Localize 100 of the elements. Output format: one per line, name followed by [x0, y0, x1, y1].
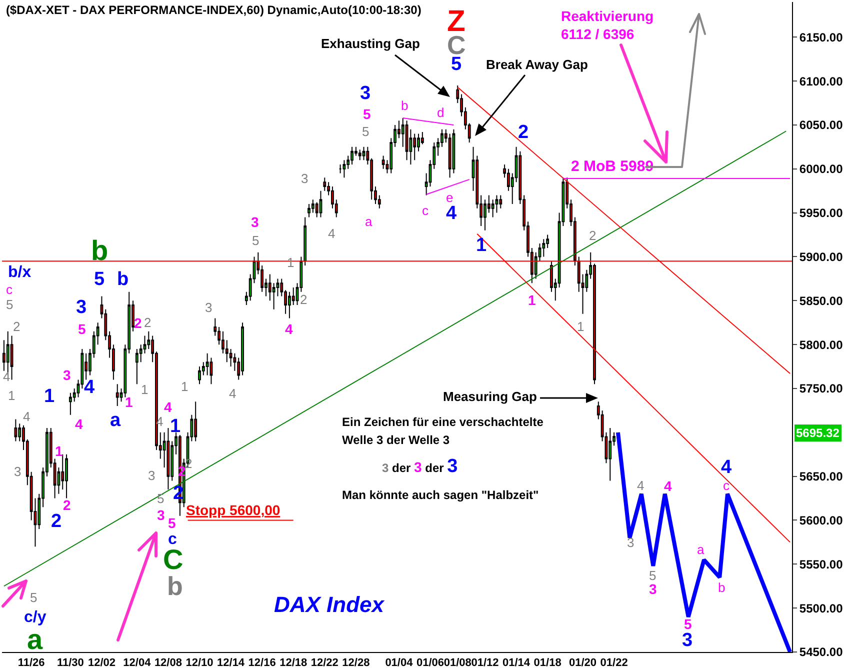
annotation: 1	[141, 382, 148, 397]
candlestick	[288, 291, 291, 319]
annotation: c/y	[24, 609, 46, 626]
y-tick-label: 5850.00	[799, 294, 844, 308]
annotation: 1	[125, 394, 133, 410]
annotation: 3	[649, 581, 657, 597]
x-tick-label: 12/14	[217, 657, 246, 670]
annotation: 2	[134, 315, 142, 331]
candlestick	[608, 428, 612, 482]
annotation: Man könnte auch sagen "Halbzeit"	[342, 488, 539, 502]
candlestick	[542, 238, 546, 258]
y-tick-label: 5500.00	[799, 601, 844, 616]
candlestick	[405, 120, 408, 161]
annotation: 1	[528, 292, 536, 308]
annotation: 2	[13, 319, 20, 334]
x-tick-label: 12/02	[88, 657, 116, 670]
x-tick-label: 11/26	[18, 657, 45, 670]
x-tick-label: 01/06	[416, 657, 444, 670]
candlestick	[194, 401, 198, 442]
y-tick-label: 5600.00	[799, 513, 844, 528]
candlestick	[14, 418, 18, 442]
x-tick-label: 01/12	[471, 657, 499, 670]
annotation: 4	[84, 377, 95, 398]
line-series	[616, 430, 792, 652]
x-tick-label: 01/04	[385, 657, 414, 670]
annotation: 1	[55, 443, 63, 459]
annotation: e	[446, 190, 454, 205]
annotation: 5	[362, 124, 370, 139]
candlestick	[499, 194, 502, 209]
candlestick	[382, 155, 385, 170]
y-tick-label: 6050.00	[799, 118, 844, 132]
annotation: 2	[589, 228, 596, 243]
annotation: b	[401, 98, 408, 113]
annotation: 3	[627, 535, 634, 550]
annotation: 3	[251, 214, 259, 230]
candlestick	[210, 357, 213, 385]
candlestick	[116, 384, 119, 407]
annotation: 3	[205, 300, 212, 315]
y-tick-label: 5450.00	[799, 645, 844, 660]
candlestick	[198, 366, 201, 385]
annotation: 4	[328, 226, 336, 241]
annotation: c	[6, 282, 13, 297]
annotation: 1	[44, 386, 55, 407]
annotation: Measuring Gap	[443, 389, 537, 404]
annotation: 4	[3, 369, 10, 384]
y-tick-label: 5750.00	[799, 382, 844, 396]
y-tick-label: 5900.00	[799, 250, 844, 264]
candlestick	[65, 454, 68, 499]
x-tick-label: 01/20	[569, 657, 597, 670]
annotation: 3	[76, 297, 87, 318]
candlestick	[362, 146, 366, 161]
candlestick	[319, 190, 322, 218]
x-tick-label: 01/14	[502, 657, 531, 670]
annotation: 4	[637, 478, 644, 493]
annotation: Exhausting Gap	[321, 36, 420, 51]
annotation: 5	[649, 568, 656, 583]
candlestick	[358, 149, 362, 161]
annotation: b	[91, 235, 108, 266]
annotation: 4	[164, 399, 172, 415]
candlestick	[350, 146, 354, 165]
x-tick-label: 01/18	[534, 657, 562, 670]
candlestick	[68, 392, 72, 416]
annotation: 3	[148, 468, 156, 483]
annotation: 5	[6, 297, 14, 312]
annotation: 3	[14, 464, 22, 479]
annotation: c	[422, 203, 429, 218]
y-tick-label: 6100.00	[799, 74, 844, 88]
candlestick	[338, 164, 342, 174]
y-tick-label: 5800.00	[799, 338, 844, 352]
candlestick	[241, 322, 244, 376]
candlestick	[311, 199, 314, 214]
y-tick-label: 6000.00	[799, 162, 844, 176]
x-tick-label: 01/08	[444, 657, 472, 670]
annotation: 4	[446, 203, 457, 224]
annotation: 5	[684, 616, 692, 632]
x-tick-label: 12/10	[186, 657, 214, 670]
y-tick-label: 5950.00	[799, 206, 844, 220]
annotation: 1	[170, 416, 181, 437]
annotation: Ein Zeichen für eine verschachtelte	[342, 415, 544, 429]
annotation: 3 der 3 der 3	[382, 456, 458, 477]
candlestick	[491, 199, 494, 218]
annotation: 4	[721, 457, 732, 478]
chart-title: ($DAX-XET - DAX PERFORMANCE-INDEX,60) Dynamic,Auto(10:00-18:30)	[6, 3, 422, 18]
candlestick	[304, 216, 307, 266]
y-tick-label: 6150.00	[799, 30, 844, 44]
annotation: b	[117, 269, 129, 290]
annotation: d	[437, 105, 444, 120]
candlestick	[308, 204, 310, 218]
candlestick	[484, 199, 486, 231]
annotation: c	[723, 478, 730, 493]
annotation: a	[697, 542, 705, 557]
annotation: 5	[363, 106, 371, 122]
annotation: 2	[63, 497, 71, 513]
annotation: 4	[75, 416, 83, 432]
x-tick-label: 12/22	[310, 657, 338, 670]
x-tick-label: 11/30	[56, 657, 84, 670]
candlestick	[166, 428, 170, 490]
annotation: 3	[682, 630, 693, 651]
y-tick-label: 5550.00	[799, 557, 844, 572]
annotation: 4	[285, 321, 293, 337]
